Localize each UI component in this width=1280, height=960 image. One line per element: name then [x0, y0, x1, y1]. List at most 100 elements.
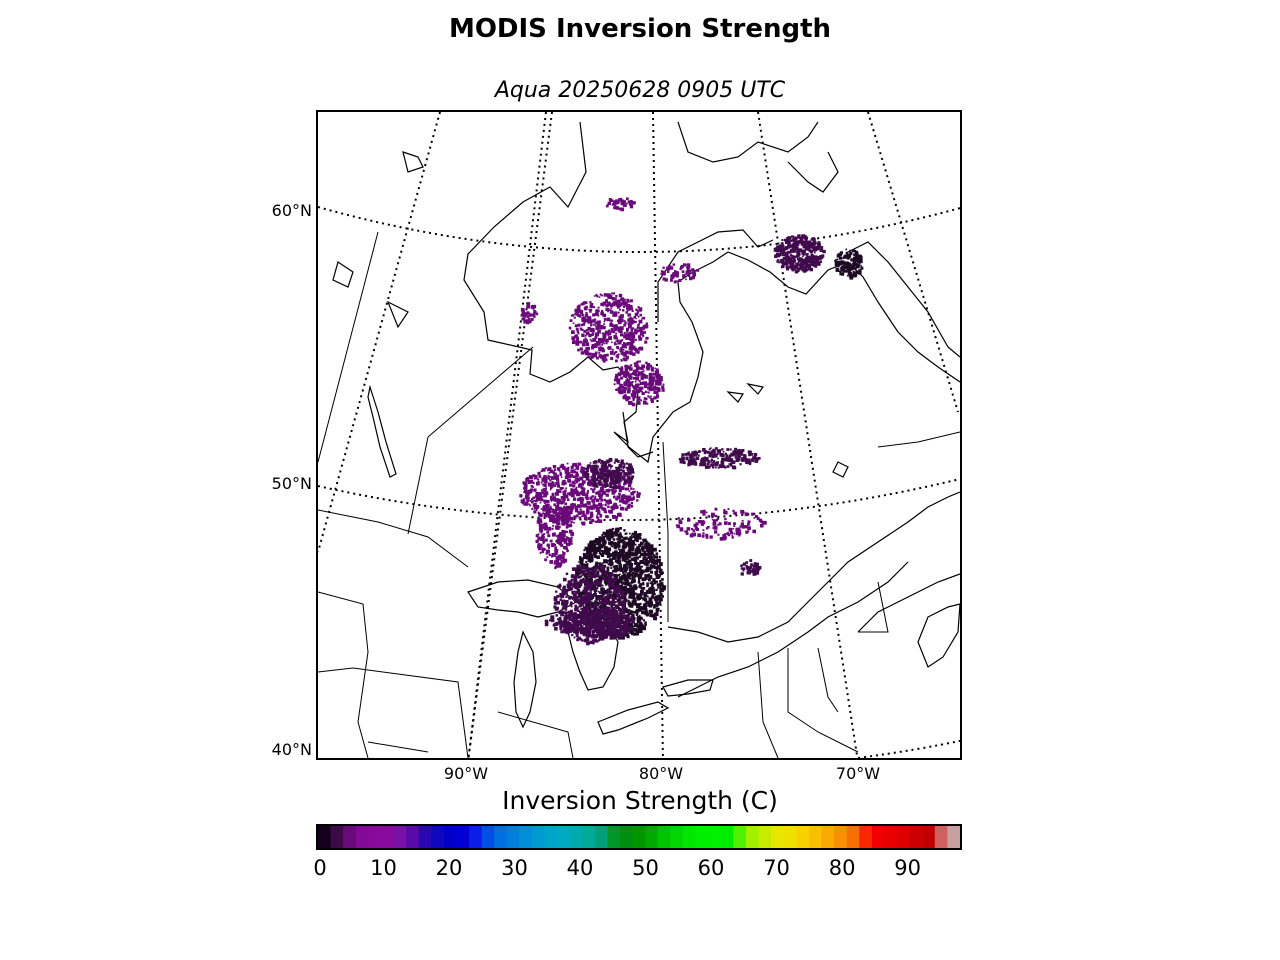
inversion-pixel	[546, 543, 550, 547]
inversion-pixel	[550, 615, 555, 620]
inversion-pixel	[555, 482, 559, 485]
inversion-pixel	[607, 347, 610, 350]
inversion-pixel	[536, 540, 539, 543]
inversion-pixel	[636, 492, 640, 495]
inversion-pixel	[625, 622, 628, 625]
inversion-pixel	[574, 477, 577, 480]
inversion-pixel	[598, 601, 602, 604]
inversion-pixel	[620, 330, 623, 332]
graticule	[318, 112, 960, 758]
inversion-pixel	[655, 596, 660, 600]
inversion-pixel	[809, 250, 813, 254]
us-states-i	[858, 581, 889, 633]
inversion-pixel	[627, 557, 629, 559]
inversion-pixel	[603, 498, 606, 502]
inversion-pixel	[581, 602, 584, 605]
inversion-pixel	[598, 351, 601, 354]
inversion-pixel	[586, 563, 589, 565]
inversion-pixel	[576, 305, 581, 309]
inversion-pixel	[659, 571, 663, 576]
inversion-pixel	[636, 562, 641, 567]
inversion-pixel	[585, 620, 590, 625]
inversion-pixel	[612, 527, 614, 530]
inversion-pixel	[557, 586, 560, 589]
inversion-pixel	[584, 546, 588, 551]
inversion-pixel	[579, 496, 584, 501]
inversion-pixel	[536, 478, 539, 481]
inversion-pixel	[630, 307, 634, 311]
inversion-pixel	[568, 618, 571, 621]
inversion-pixel	[591, 488, 595, 492]
inversion-pixel	[609, 333, 612, 336]
inversion-pixel	[623, 592, 627, 596]
inversion-pixel	[556, 524, 559, 526]
inversion-pixel	[636, 550, 639, 554]
inversion-pixel	[691, 451, 694, 454]
inversion-pixel	[575, 571, 579, 576]
inversion-pixel	[658, 375, 662, 378]
inversion-pixel	[642, 597, 646, 601]
inversion-pixel	[610, 505, 614, 509]
inversion-pixel	[604, 582, 608, 586]
inversion-pixel	[573, 577, 577, 581]
inversion-pixel	[586, 601, 589, 604]
inversion-pixel	[552, 543, 555, 546]
inversion-pixel	[593, 606, 596, 609]
inversion-pixel	[597, 585, 600, 587]
inversion-pixel	[568, 529, 573, 534]
inversion-pixel	[619, 573, 621, 576]
inversion-pixel	[610, 199, 614, 203]
inversion-pixel	[629, 497, 633, 502]
inversion-pixel	[614, 378, 617, 382]
inversion-pixel	[534, 506, 538, 510]
inversion-pixel	[556, 517, 561, 521]
inversion-pixel	[633, 623, 638, 627]
inversion-pixel	[520, 307, 525, 312]
inversion-pixel	[785, 266, 788, 269]
inversion-pixel	[625, 498, 630, 503]
inversion-pixel	[606, 566, 609, 569]
inversion-pixel	[589, 640, 593, 644]
map-panel[interactable]	[316, 110, 962, 760]
inversion-pixel	[624, 627, 626, 629]
inversion-pixel	[556, 539, 559, 542]
inversion-pixel	[613, 553, 615, 556]
inversion-pixel	[564, 494, 569, 499]
inversion-pixel	[596, 573, 600, 577]
inversion-pixel	[577, 313, 581, 317]
inversion-pixel	[604, 503, 607, 507]
inversion-pixel	[627, 471, 632, 476]
inversion-pixel	[632, 571, 635, 574]
inversion-pixel	[615, 487, 618, 489]
inversion-pixel	[610, 351, 614, 355]
inversion-pixel	[779, 247, 783, 251]
inversion-pixel	[626, 477, 631, 482]
inversion-pixel	[606, 569, 610, 572]
us-states-g	[757, 651, 779, 758]
inversion-pixel	[547, 534, 551, 538]
inversion-pixel	[629, 626, 634, 631]
inversion-pixel	[590, 511, 593, 515]
inversion-pixel	[788, 265, 792, 269]
inversion-pixel	[591, 513, 594, 516]
inversion-pixel	[619, 390, 623, 395]
inversion-pixel	[617, 586, 621, 590]
inversion-pixel	[579, 476, 584, 481]
inversion-pixel	[646, 363, 651, 367]
inversion-pixel	[602, 341, 605, 344]
inversion-pixel	[589, 587, 593, 592]
inversion-pixel	[610, 476, 615, 480]
inversion-pixel	[539, 520, 543, 524]
inversion-pixel	[556, 606, 559, 610]
inversion-pixel	[639, 327, 643, 332]
inversion-pixel	[595, 561, 599, 565]
inversion-pixel	[784, 252, 787, 255]
inversion-pixel	[590, 553, 593, 556]
inversion-pixel	[564, 608, 568, 611]
inversion-pixel	[527, 480, 530, 484]
inversion-pixel	[591, 584, 595, 588]
inversion-pixel	[584, 301, 588, 304]
inversion-pixel	[618, 633, 621, 636]
inversion-pixel	[563, 505, 566, 508]
inversion-pixel	[593, 634, 598, 638]
